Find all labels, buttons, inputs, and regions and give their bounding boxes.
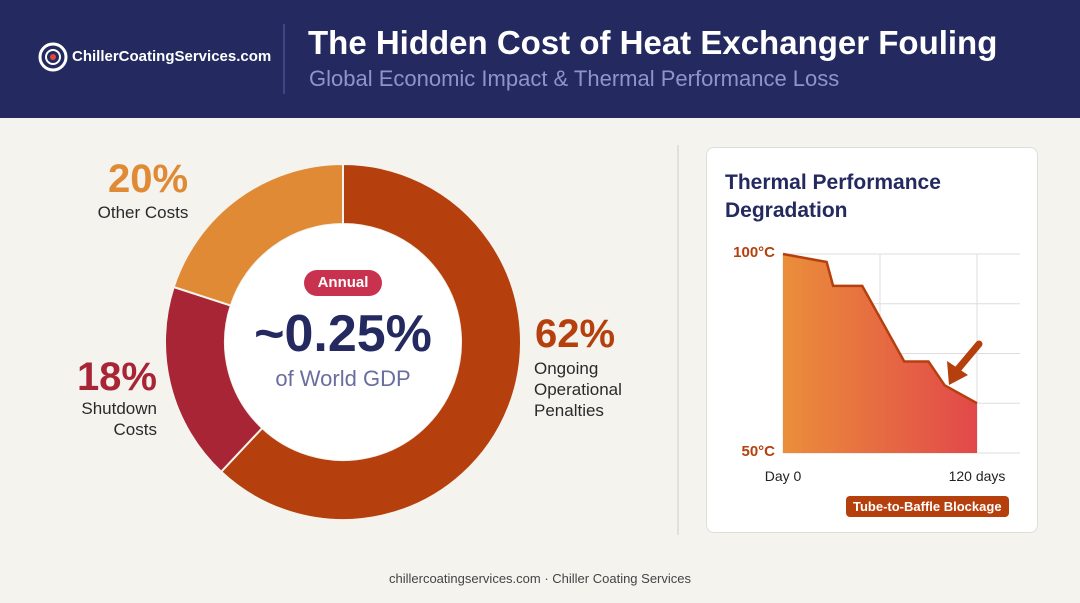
annotation: Tube-to-Baffle Blockage [846, 496, 1009, 517]
center-label: of World GDP [275, 366, 411, 391]
category-label: Shutdown Costs [81, 399, 157, 439]
y-tick-label: 50°C [741, 443, 775, 460]
center-badge: Annual [304, 270, 382, 296]
area [783, 254, 977, 453]
chart-title: Thermal Performance Degradation [725, 171, 941, 222]
donut-hole [225, 224, 461, 460]
line-chart [782, 252, 1020, 454]
title: The Hidden Cost of Heat Exchanger Foulin… [308, 24, 998, 61]
center-value: ~0.25% [254, 305, 432, 363]
value-label: 20% [107, 157, 189, 201]
logo-text: ChillerCoatingServices.com [72, 48, 272, 65]
value-label: 18% [76, 355, 157, 399]
x-tick-label: 120 days [948, 468, 1006, 484]
line [782, 252, 978, 405]
header [0, 0, 1080, 118]
category-label: Ongoing Operational Penalties [534, 359, 622, 420]
value-label: 62% [535, 312, 616, 356]
footer: chillercoatingservices.com · Chiller Coa… [389, 571, 691, 586]
annotation-arrow [947, 340, 983, 385]
donut-chart [164, 162, 522, 521]
x-tick-label: Day 0 [764, 468, 802, 484]
subtitle: Global Economic Impact & Thermal Perform… [309, 66, 840, 91]
y-tick-label: 100°C [733, 244, 775, 261]
logo-icon [38, 42, 68, 72]
category-label: Other Costs [97, 203, 189, 222]
plot [782, 252, 1020, 454]
